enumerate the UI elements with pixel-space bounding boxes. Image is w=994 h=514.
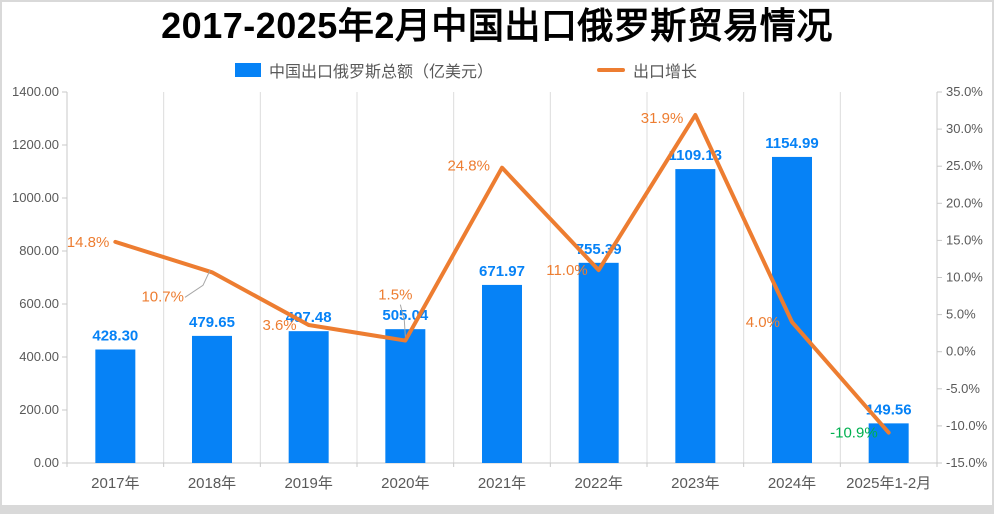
left-axis-tick-label: 1400.00: [12, 84, 59, 99]
growth-value-label: 10.7%: [141, 288, 184, 305]
bar-value-label: 428.30: [92, 328, 138, 345]
bar-value-label: 479.65: [189, 314, 235, 331]
bar-value-label: 671.97: [479, 263, 525, 280]
bar-value-label: 497.48: [286, 309, 332, 326]
growth-value-label: 24.8%: [447, 158, 490, 175]
right-axis-tick-label: 15.0%: [946, 232, 983, 247]
x-axis-category-label: 2023年: [671, 475, 719, 492]
bar-2022年[interactable]: [578, 262, 619, 463]
right-axis-tick-label: 20.0%: [946, 195, 983, 210]
bar-2019年[interactable]: [288, 331, 329, 463]
legend-item-export-total[interactable]: 中国出口俄罗斯总额（亿美元）: [235, 61, 494, 81]
bar-2018年[interactable]: [192, 335, 232, 463]
legend-label-export-growth: 出口增长: [633, 64, 698, 81]
bar-2020年[interactable]: [385, 329, 426, 463]
left-axis-tick-label: 200.00: [19, 402, 59, 417]
left-axis-tick-label: 1200.00: [12, 137, 59, 152]
growth-value-label: 1.5%: [378, 287, 412, 304]
right-axis-tick-label: -5.0%: [946, 381, 980, 396]
growth-value-label: -10.9%: [830, 425, 878, 442]
bar-2017年[interactable]: [95, 349, 136, 463]
growth-value-label: 4.0%: [746, 314, 780, 331]
right-axis-tick-label: 35.0%: [946, 84, 983, 99]
growth-value-label: 14.8%: [67, 234, 110, 251]
right-axis-tick-label: 30.0%: [946, 121, 983, 136]
label-leader-line: [184, 270, 211, 298]
right-axis-tick-label: -15.0%: [946, 455, 988, 470]
right-axis-tick-label: 25.0%: [946, 158, 983, 173]
bar-value-label: 149.56: [866, 401, 912, 418]
label-leader-line: [399, 304, 406, 337]
bar-2023年[interactable]: [675, 169, 716, 463]
left-axis-tick-label: 800.00: [19, 243, 59, 258]
x-axis-category-label: 2020年: [381, 475, 429, 492]
x-axis-category-label: 2017年: [91, 475, 139, 492]
right-axis-tick-label: -10.0%: [946, 418, 988, 433]
legend-label-export-total: 中国出口俄罗斯总额（亿美元）: [269, 64, 494, 81]
left-axis-tick-label: 0.00: [34, 455, 59, 470]
left-axis-tick-label: 600.00: [19, 296, 59, 311]
left-axis-tick-label: 1000.00: [12, 190, 59, 205]
right-axis-tick-label: 0.0%: [946, 344, 976, 359]
right-axis-tick-label: 5.0%: [946, 307, 976, 322]
growth-value-label: 11.0%: [546, 262, 587, 279]
export-growth-line[interactable]: [113, 113, 891, 435]
x-axis-category-label: 2019年: [284, 475, 332, 492]
right-axis-tick-label: 10.0%: [946, 270, 983, 285]
bar-value-label: 1109.13: [669, 147, 722, 164]
x-axis-category-label: 2025年1-2月: [846, 475, 931, 492]
x-axis-category-label: 2022年: [574, 475, 622, 492]
bar-2024年[interactable]: [772, 156, 812, 463]
bar-2021年[interactable]: [482, 284, 522, 463]
left-axis-tick-label: 400.00: [19, 349, 59, 364]
legend-item-export-growth[interactable]: 出口增长: [597, 61, 698, 81]
line-series-swatch-icon: [597, 68, 625, 72]
bar-value-label: 1154.99: [765, 135, 818, 152]
x-axis-category-label: 2021年: [478, 475, 526, 492]
growth-value-label: 31.9%: [641, 110, 684, 127]
x-axis-category-label: 2024年: [768, 475, 816, 492]
chart-title: 2017-2025年2月中国出口俄罗斯贸易情况: [161, 5, 833, 46]
x-axis-category-label: 2018年: [188, 475, 236, 492]
bar-series-swatch-icon: [235, 63, 261, 77]
growth-value-label: 3.6%: [262, 317, 296, 334]
